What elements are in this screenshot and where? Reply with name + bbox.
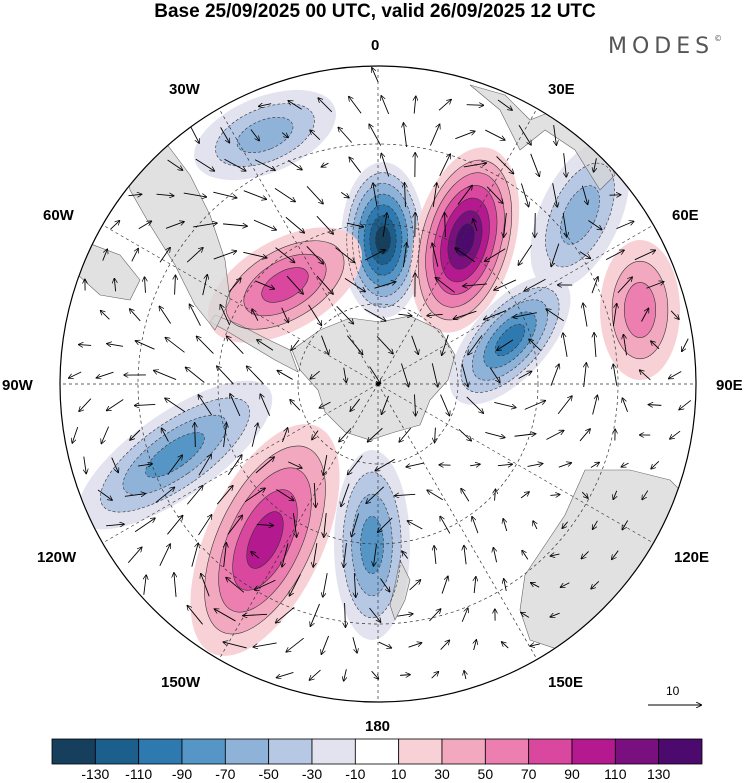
lon-label-120e: 120E [674, 549, 710, 566]
lon-label-60w: 60W [43, 207, 74, 224]
colorbar-swatch [224, 738, 270, 765]
land-3 [469, 84, 616, 191]
colorbar-swatch [528, 738, 573, 765]
map-title: Base 25/09/2025 00 UTC, valid 26/09/2025… [154, 1, 596, 22]
colorbar-swatch [51, 738, 96, 765]
colorbar-swatch [614, 738, 660, 765]
colorbar-tick-label: -90 [171, 766, 193, 782]
colorbar-swatch [268, 738, 313, 765]
colorbar-tick-label: 110 [604, 766, 627, 782]
colorbar-swatch [658, 738, 703, 765]
colorbar-tick-label: 90 [564, 766, 580, 782]
colorbar-tick-label: -130 [81, 766, 110, 782]
lon-label-180: 180 [365, 718, 391, 735]
colorbar-swatch [354, 738, 400, 765]
landmasses [77, 84, 691, 651]
anomaly-pos-60W [208, 227, 362, 343]
contour-lines [100, 103, 669, 635]
colorbar-tick-label: -70 [215, 766, 236, 782]
colorbar-tick-label: 30 [434, 766, 450, 782]
lon-label-120w: 120W [37, 549, 77, 566]
lon-label-150e: 150E [548, 674, 584, 691]
anomaly-field [77, 89, 680, 656]
colorbar-swatch [571, 738, 616, 765]
lon-label-0: 0 [371, 37, 380, 54]
colorbar-tick-label: -10 [345, 766, 366, 782]
colorbar-tick-label: 70 [520, 766, 537, 782]
wind-reference-label: 10 [666, 684, 680, 698]
colorbar [51, 738, 703, 765]
wind-vectors [69, 68, 692, 681]
anomaly-neg-30W [194, 89, 336, 181]
colorbar-tick-label: 10 [390, 766, 407, 782]
colorbar-swatch [138, 738, 183, 765]
anomaly-pos-20E [410, 147, 520, 333]
lon-label-90w: 90W [2, 377, 33, 394]
brand-mark: © [714, 34, 723, 43]
lon-label-150w: 150W [161, 674, 201, 691]
land-0 [291, 315, 456, 441]
colorbar-swatch [94, 738, 140, 765]
colorbar-swatch [484, 738, 530, 765]
anomaly-neg-0E [341, 162, 425, 318]
map-border [59, 65, 697, 703]
lon-label-60e: 60E [672, 207, 699, 224]
colorbar-tick-label: 50 [477, 766, 494, 782]
colorbar-swatch [311, 738, 356, 765]
colorbar-swatch [441, 738, 486, 765]
pole-marker [376, 382, 380, 386]
brand-name: MODES [608, 34, 715, 59]
lon-label-30w: 30W [169, 81, 200, 98]
colorbar-tick-label: -110 [125, 766, 153, 782]
lon-label-30e: 30E [548, 81, 575, 98]
colorbar-tick-label: -30 [301, 766, 323, 782]
brand-logo: MODES© [608, 34, 722, 59]
anomaly-neg-60E [449, 275, 571, 405]
colorbar-tick-label: 130 [646, 766, 671, 782]
anomaly-pos-80E [600, 240, 680, 380]
colorbar-swatch [398, 738, 443, 765]
colorbar-tick-label: -50 [258, 766, 279, 782]
lon-label-90e: 90E [716, 377, 743, 394]
land-5 [389, 559, 411, 621]
colorbar-swatch [181, 738, 226, 765]
